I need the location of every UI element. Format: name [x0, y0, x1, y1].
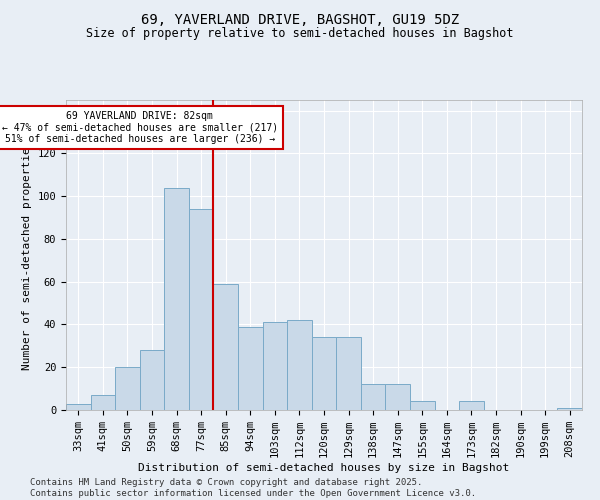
Bar	[91, 395, 115, 410]
Bar	[459, 402, 484, 410]
Text: 69, YAVERLAND DRIVE, BAGSHOT, GU19 5DZ: 69, YAVERLAND DRIVE, BAGSHOT, GU19 5DZ	[141, 12, 459, 26]
Bar	[189, 209, 214, 410]
Bar	[66, 404, 91, 410]
Bar	[361, 384, 385, 410]
Bar	[336, 338, 361, 410]
Bar	[287, 320, 312, 410]
Y-axis label: Number of semi-detached properties: Number of semi-detached properties	[22, 140, 32, 370]
Text: 69 YAVERLAND DRIVE: 82sqm
← 47% of semi-detached houses are smaller (217)
51% of: 69 YAVERLAND DRIVE: 82sqm ← 47% of semi-…	[2, 110, 278, 144]
Bar	[312, 338, 336, 410]
Bar	[115, 367, 140, 410]
X-axis label: Distribution of semi-detached houses by size in Bagshot: Distribution of semi-detached houses by …	[139, 463, 509, 473]
Bar	[140, 350, 164, 410]
Bar	[263, 322, 287, 410]
Bar	[410, 402, 434, 410]
Bar	[385, 384, 410, 410]
Bar	[214, 284, 238, 410]
Bar	[164, 188, 189, 410]
Text: Size of property relative to semi-detached houses in Bagshot: Size of property relative to semi-detach…	[86, 28, 514, 40]
Bar	[557, 408, 582, 410]
Bar	[238, 326, 263, 410]
Text: Contains HM Land Registry data © Crown copyright and database right 2025.
Contai: Contains HM Land Registry data © Crown c…	[30, 478, 476, 498]
